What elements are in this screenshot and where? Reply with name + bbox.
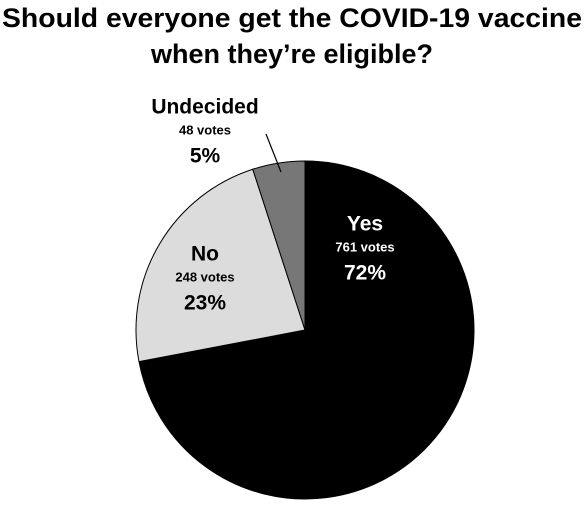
slice-label: No [191,243,219,266]
slice-label: Undecided [151,96,258,119]
value-label: 72% [344,262,386,285]
vote-label: 248 votes [175,269,234,284]
leader-line [265,133,282,173]
value-label: 5% [190,145,221,168]
pie-slice [135,168,306,363]
pie-slice [252,160,306,331]
chart-title: Should everyone get the COVID-19 vaccine [2,3,582,33]
chart-title: when they’re eligible? [150,39,433,69]
vote-label: 761 votes [335,239,394,254]
slice-label: Yes [347,213,383,236]
vote-label: 48 votes [179,122,231,137]
value-label: 23% [184,292,226,315]
pie-slice [138,160,475,500]
